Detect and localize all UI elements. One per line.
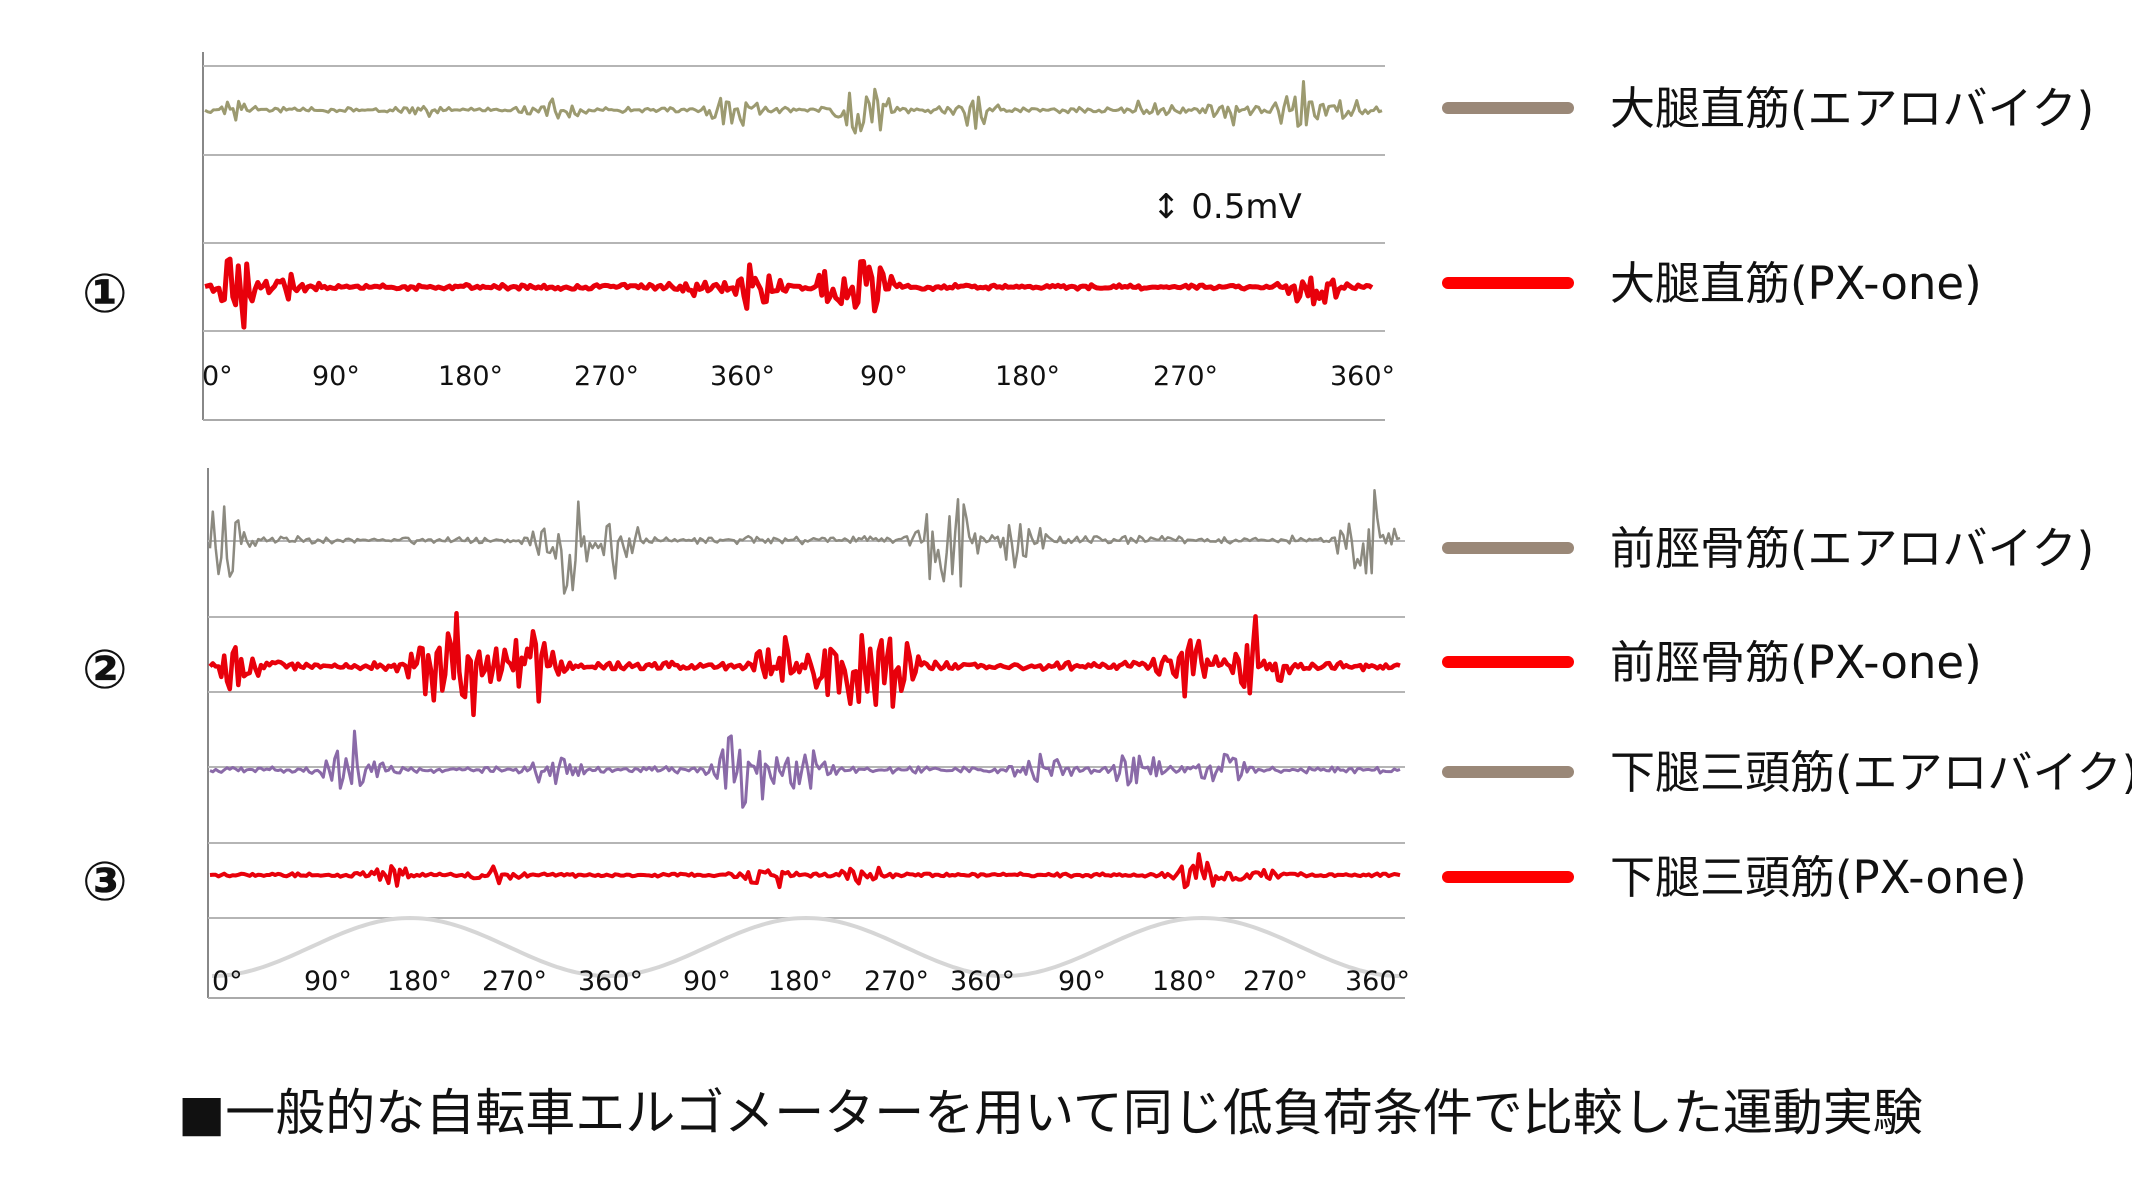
p2-tick-7: 270° <box>864 966 929 997</box>
pedal-cycle-reference-wave <box>211 915 1401 979</box>
legend-label-1: 大腿直筋(PX-one) <box>1610 257 1982 310</box>
series-triceps-surae-px-one <box>209 852 1401 890</box>
legend: 大腿直筋(エアロバイク) 大腿直筋(PX-one) 前脛骨筋(エアロバイク) 前… <box>1442 82 2132 904</box>
p1-tick-8: 360° <box>1330 361 1395 392</box>
p1-tick-5: 90° <box>860 361 908 392</box>
series-tibialis-anterior-px-one <box>208 611 1401 718</box>
p2-tick-3: 270° <box>482 966 547 997</box>
scale-bar-label: ↕ 0.5mV <box>1152 187 1302 227</box>
p2-tick-2: 180° <box>387 966 452 997</box>
p1-tick-7: 270° <box>1153 361 1218 392</box>
p2-tick-0: 0° <box>212 966 243 997</box>
p1-tick-2: 180° <box>438 361 503 392</box>
series-tibialis-anterior-aerobike <box>208 489 1401 595</box>
p2-tick-9: 90° <box>1058 966 1106 997</box>
p1-tick-3: 270° <box>574 361 639 392</box>
p2-tick-12: 360° <box>1345 966 1410 997</box>
legend-label-4: 下腿三頭筋(エアロバイク) <box>1610 746 2132 799</box>
panel-1-chart: ↕ 0.5mV 0° 90° 180° 270° 360° 90° 180° 2… <box>202 52 1395 421</box>
p1-tick-4: 360° <box>710 361 775 392</box>
p2-tick-1: 90° <box>304 966 352 997</box>
p2-tick-11: 270° <box>1243 966 1308 997</box>
figure-caption: ■一般的な自転車エルゴメーターを用いて同じ低負荷条件で比較した運動実験 <box>178 1084 1923 1142</box>
legend-label-2: 前脛骨筋(エアロバイク) <box>1610 522 2094 575</box>
p1-tick-6: 180° <box>995 361 1060 392</box>
p2-tick-10: 180° <box>1152 966 1217 997</box>
p2-tick-5: 90° <box>683 966 731 997</box>
p1-tick-1: 90° <box>312 361 360 392</box>
series-rectus-femoris-aerobike <box>204 80 1383 135</box>
legend-label-3: 前脛骨筋(PX-one) <box>1610 636 1982 689</box>
legend-label-5: 下腿三頭筋(PX-one) <box>1610 851 2027 904</box>
section-label-2: ② <box>82 638 128 701</box>
series-triceps-surae-aerobike <box>209 729 1401 809</box>
legend-label-0: 大腿直筋(エアロバイク) <box>1610 82 2094 135</box>
section-label-3: ③ <box>82 850 128 913</box>
p2-tick-8: 360° <box>950 966 1015 997</box>
series-rectus-femoris-px-one <box>204 256 1374 330</box>
p1-tick-0: 0° <box>202 361 233 392</box>
panel-2-3-chart: 0° 90° 180° 270° 360° 90° 180° 270° 360°… <box>207 468 1410 999</box>
p2-tick-6: 180° <box>768 966 833 997</box>
section-label-1: ① <box>82 262 128 325</box>
p2-tick-4: 360° <box>578 966 643 997</box>
